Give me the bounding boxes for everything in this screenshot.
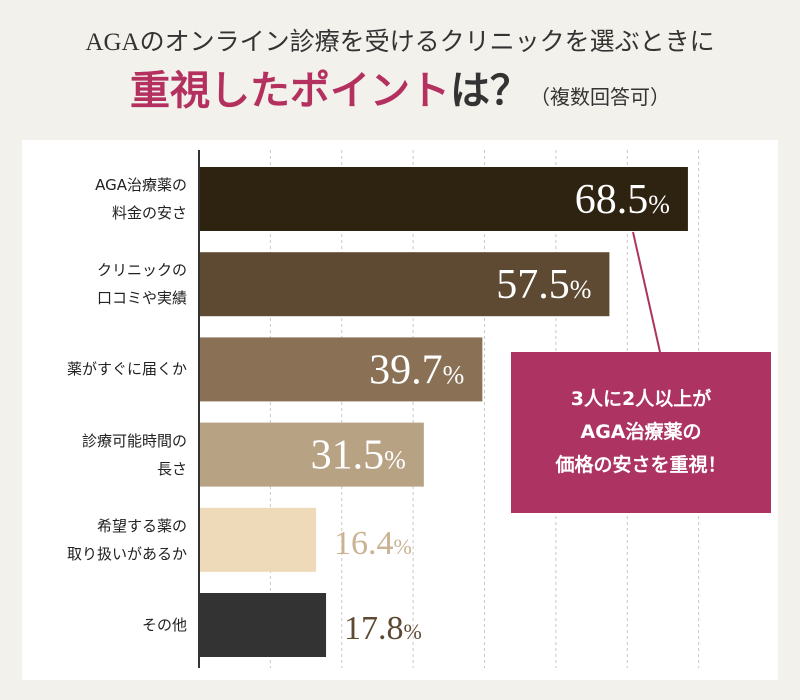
value-label: 31.5% [311,433,406,479]
category-label: 薬がすぐに届くか [66,360,187,379]
annotation-text: 3人に2人以上が AGA治療薬の 価格の安さを重視！ [555,388,727,476]
subtitle-note: （複数回答可） [530,85,670,109]
bar [199,252,610,317]
annotation-box [511,352,771,513]
category-label: 希望する薬の 取り扱いがあるか [66,516,187,563]
annotation-connector [632,231,661,353]
bar [199,507,317,572]
subtitle-highlight: 重視したポイント [130,67,450,114]
category-label: AGA治療薬の 料金の安さ [95,176,187,222]
value-label: 39.7% [369,347,464,393]
chart-title: AGAのオンライン診療を受けるクリニックを選ぶときに [85,28,714,56]
bar [199,422,424,487]
value-label: 68.5% [575,177,670,223]
category-label: 診療可能時間の 長さ [81,431,187,478]
value-label: 17.8% [344,610,422,647]
category-label: その他 [141,616,187,634]
chart-subtitle: 重視したポイントは？（複数回答可） [130,67,670,114]
value-label: 16.4% [334,525,412,562]
category-label: クリニックの 口コミや実績 [96,261,187,308]
value-label: 57.5% [496,262,591,308]
subtitle-rest: は？ [450,67,530,114]
bar [199,167,688,231]
bar [199,337,483,402]
bar [199,593,327,657]
